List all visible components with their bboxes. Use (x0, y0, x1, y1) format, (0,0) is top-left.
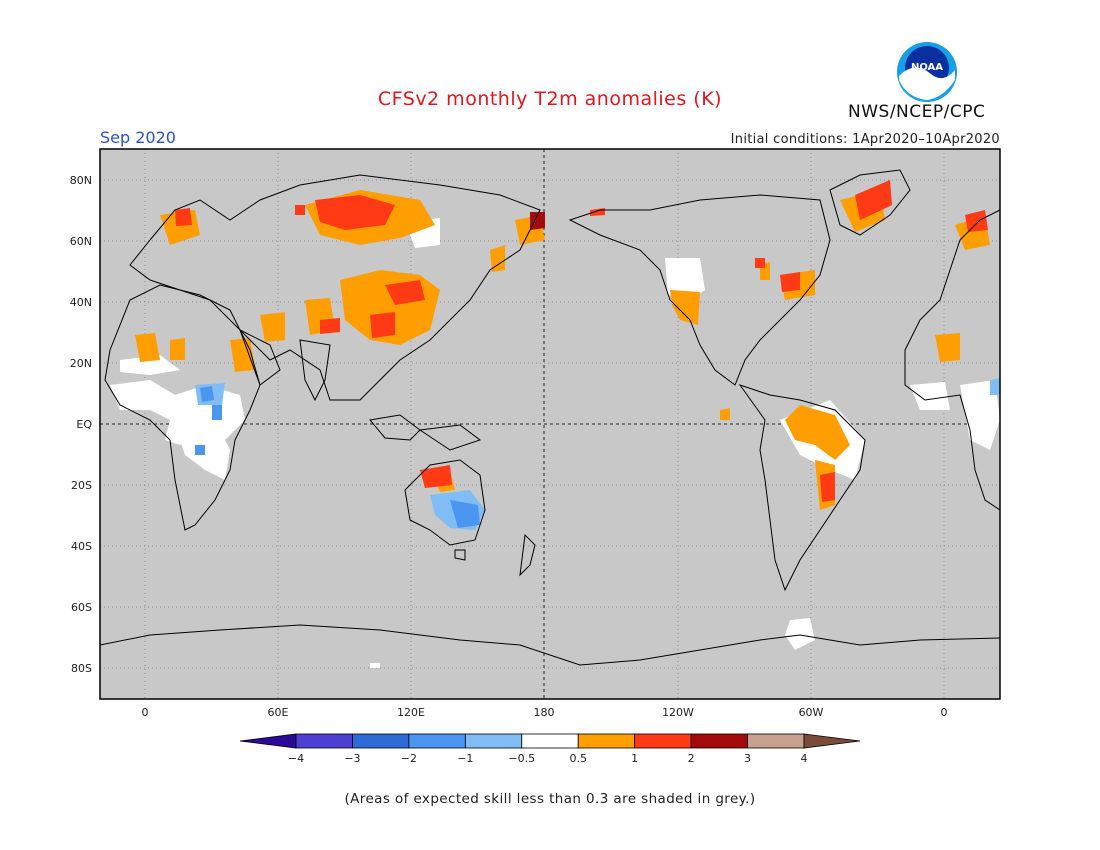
colorbar-swatch (352, 733, 410, 749)
lon-label: 0 (941, 706, 948, 719)
anomaly-patches (110, 180, 1000, 668)
lat-axis: 80N 60N 40N 20N EQ 20S 40S 60S 80S (70, 174, 93, 675)
lon-label: 60E (268, 706, 289, 719)
lat-label: 60S (71, 601, 92, 614)
colorbar-swatch (747, 733, 805, 749)
colorbar-swatch (521, 733, 579, 749)
colorbar-label: −1 (457, 752, 473, 765)
colorbar-label: −3 (344, 752, 360, 765)
colorbar-swatch (577, 733, 636, 749)
colorbar-label: 2 (688, 752, 695, 765)
lat-label: 80N (70, 174, 92, 187)
colorbar-labels: −4 −3 −2 −1 −0.5 0.5 1 2 3 4 (288, 752, 808, 765)
lat-label: 40N (70, 296, 92, 309)
colorbar-label: −2 (401, 752, 417, 765)
colorbar-label: −0.5 (508, 752, 535, 765)
colorbar-swatch (464, 733, 523, 749)
lon-label: 60W (799, 706, 824, 719)
lon-label: 0 (142, 706, 149, 719)
colorbar-swatch (690, 733, 748, 749)
colorbar (239, 733, 861, 749)
footnote: (Areas of expected skill less than 0.3 a… (344, 791, 756, 807)
coastlines (99, 169, 1001, 666)
lon-axis: 0 60E 120E 180 120W 60W 0 (142, 706, 948, 719)
noaa-logo: NOAA (897, 42, 957, 102)
lat-label: 80S (71, 662, 92, 675)
logo-text: NOAA (911, 62, 943, 73)
colorbar-swatch (408, 733, 466, 749)
lat-label: 20N (70, 357, 92, 370)
initial-conditions: Initial conditions: 1Apr2020–10Apr2020 (730, 132, 1000, 147)
page-title: CFSv2 monthly T2m anomalies (K) (377, 88, 723, 110)
lat-label: 40S (71, 540, 92, 553)
colorbar-swatch (239, 733, 297, 749)
colorbar-label: 1 (631, 752, 638, 765)
map-frame (99, 148, 1001, 700)
lat-label: 60N (70, 235, 92, 248)
colorbar-label: −4 (288, 752, 304, 765)
lon-label: 120E (397, 706, 425, 719)
forecast-month: Sep 2020 (100, 128, 176, 147)
agency-label: NWS/NCEP/CPC (848, 102, 986, 122)
lat-label: 20S (71, 479, 92, 492)
lon-label: 180 (534, 706, 555, 719)
colorbar-label: 0.5 (569, 752, 587, 765)
lat-label: EQ (76, 418, 92, 431)
lon-label: 120W (662, 706, 694, 719)
colorbar-swatch (295, 733, 353, 749)
colorbar-swatch (803, 733, 861, 749)
colorbar-label: 3 (744, 752, 751, 765)
colorbar-swatch (634, 733, 692, 749)
colorbar-label: 4 (801, 752, 808, 765)
